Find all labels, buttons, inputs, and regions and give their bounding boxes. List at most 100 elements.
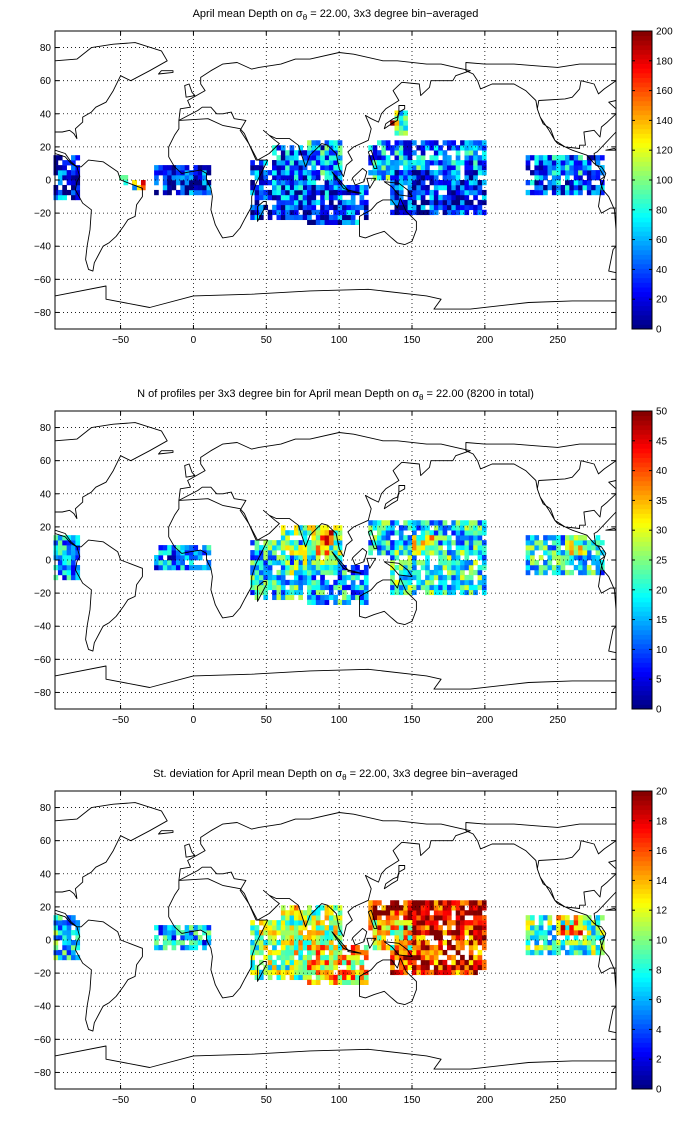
data-cell: [355, 594, 360, 601]
data-cell: [307, 170, 312, 176]
data-cell: [359, 579, 365, 586]
data-cell: [363, 944, 369, 951]
colorbar-step: [632, 949, 652, 955]
data-cell: [328, 969, 334, 976]
data-cell: [578, 925, 583, 931]
data-cell: [481, 180, 487, 186]
colorbar-step: [632, 527, 652, 533]
data-cell: [455, 194, 461, 201]
data-cell: [481, 940, 487, 946]
data-cell: [425, 520, 430, 526]
data-cell: [425, 910, 430, 916]
coastline: [54, 802, 168, 900]
data-cell: [193, 170, 199, 176]
data-cell: [333, 140, 338, 146]
data-cell: [377, 175, 382, 181]
data-cell: [473, 145, 478, 151]
data-cell: [66, 949, 72, 956]
data-cell: [311, 964, 317, 971]
data-cell: [350, 964, 356, 971]
data-cell: [565, 189, 570, 196]
data-cell: [438, 910, 443, 916]
data-cell: [259, 569, 264, 576]
data-cell: [372, 900, 378, 906]
data-cell: [433, 964, 439, 971]
colorbar-tick-label: 12: [656, 906, 668, 917]
data-cell: [289, 530, 295, 536]
data-cell: [381, 545, 387, 551]
panel-mean-depth: April mean Depth on σθ = 22.00, 3x3 degr…: [0, 0, 696, 380]
colorbar-step: [632, 1005, 652, 1011]
data-cell: [298, 959, 304, 966]
data-cell: [368, 910, 373, 916]
colorbar-step: [632, 1037, 652, 1043]
data-cell: [342, 599, 347, 605]
data-cell: [333, 930, 338, 936]
data-cell: [582, 160, 588, 166]
colorbar-tick-label: 160: [656, 86, 673, 97]
data-cell: [75, 920, 81, 926]
data-cell: [473, 540, 478, 546]
colorbar-step: [632, 170, 652, 176]
data-cell: [394, 160, 400, 166]
data-cell: [57, 564, 63, 571]
data-cell: [412, 520, 417, 526]
data-cell: [407, 954, 413, 961]
data-cell: [315, 530, 321, 536]
data-cell: [272, 944, 277, 951]
data-cell: [320, 599, 325, 605]
data-cell: [293, 969, 299, 976]
data-cell: [407, 935, 413, 941]
data-cell: [412, 920, 417, 926]
data-cell: [333, 155, 338, 161]
data-cell: [307, 579, 312, 586]
data-cell: [368, 160, 373, 166]
data-cell: [285, 589, 290, 596]
chart-title-rest: = 22.00 (8200 in total): [424, 388, 534, 400]
data-cell: [311, 959, 317, 966]
data-cell: [193, 189, 199, 196]
data-cell: [71, 550, 76, 556]
data-cell: [525, 915, 531, 921]
data-cell: [189, 184, 194, 191]
data-cell: [381, 935, 387, 941]
data-cell: [446, 525, 452, 531]
coastline: [398, 105, 406, 113]
data-cell: [460, 535, 465, 541]
coastline: [605, 148, 617, 151]
data-cell: [460, 579, 465, 586]
data-cell: [289, 199, 295, 206]
data-cell: [560, 165, 566, 171]
data-cell: [565, 560, 570, 566]
data-cell: [276, 165, 282, 171]
data-cell: [403, 944, 408, 951]
data-cell: [307, 569, 312, 576]
data-cell: [565, 160, 570, 166]
data-cell: [302, 199, 308, 206]
data-cell: [71, 949, 76, 956]
data-cell: [425, 560, 430, 566]
data-cell: [446, 920, 452, 926]
data-cell: [350, 954, 356, 961]
data-cell: [403, 545, 408, 551]
data-cell: [280, 959, 286, 966]
data-cell: [328, 930, 334, 936]
data-cell: [346, 974, 352, 981]
data-cell: [446, 550, 452, 556]
data-cell: [425, 940, 430, 946]
data-cell: [193, 555, 199, 561]
data-cell: [556, 555, 561, 561]
data-cell: [530, 189, 535, 196]
data-cell: [433, 180, 439, 186]
data-cell: [420, 184, 426, 191]
data-cell: [324, 165, 330, 171]
x-tick-label: −50: [112, 715, 129, 726]
colorbar-step: [632, 681, 652, 687]
data-cell: [71, 165, 76, 171]
data-cell: [342, 979, 347, 985]
data-cell: [171, 175, 177, 181]
data-cell: [293, 160, 299, 166]
data-cell: [307, 594, 312, 601]
data-cell: [551, 569, 557, 576]
data-cell: [302, 954, 308, 961]
